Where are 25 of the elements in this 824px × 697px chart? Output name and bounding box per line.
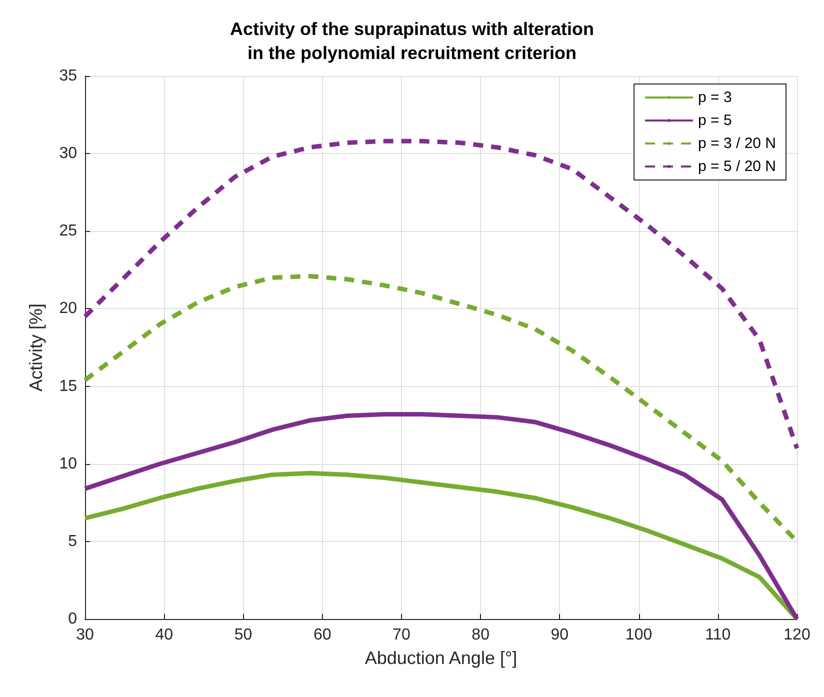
x-axis-title: Abduction Angle [°]	[364, 648, 518, 668]
y-tick-label: 0	[68, 610, 78, 628]
line-series	[82, 138, 800, 451]
x-tick-label: 100	[625, 626, 652, 644]
y-tick-label: 30	[59, 145, 78, 162]
x-tick-label: 110	[705, 626, 731, 644]
y-tick-label: 35	[59, 68, 78, 84]
x-tick-label: 40	[155, 626, 174, 644]
x-tick-label: 120	[784, 626, 810, 644]
y-tick-label: 25	[59, 222, 78, 240]
y-tick-label: 15	[59, 378, 78, 395]
y-tick-label: 10	[59, 455, 78, 472]
y-tick-label: 20	[59, 300, 78, 318]
x-tick-label: 60	[313, 626, 332, 644]
legend-label: p = 5	[698, 112, 732, 129]
y-tick-label: 5	[68, 532, 78, 550]
x-tick-label: 80	[472, 626, 490, 644]
legend-label: p = 3	[698, 89, 732, 106]
x-tick-label: 90	[550, 626, 569, 644]
chart-title: Activity of the suprapinatus with alteration in the polynomial recruitment criterion	[230, 19, 594, 63]
x-tick-label: 70	[392, 626, 410, 644]
x-tick-label: 50	[234, 626, 252, 644]
legend-label: p = 5 / 20 N	[698, 158, 776, 175]
y-axis-title: Activity [%]	[26, 303, 46, 392]
legend-label: p = 3 / 20 N	[698, 135, 776, 152]
